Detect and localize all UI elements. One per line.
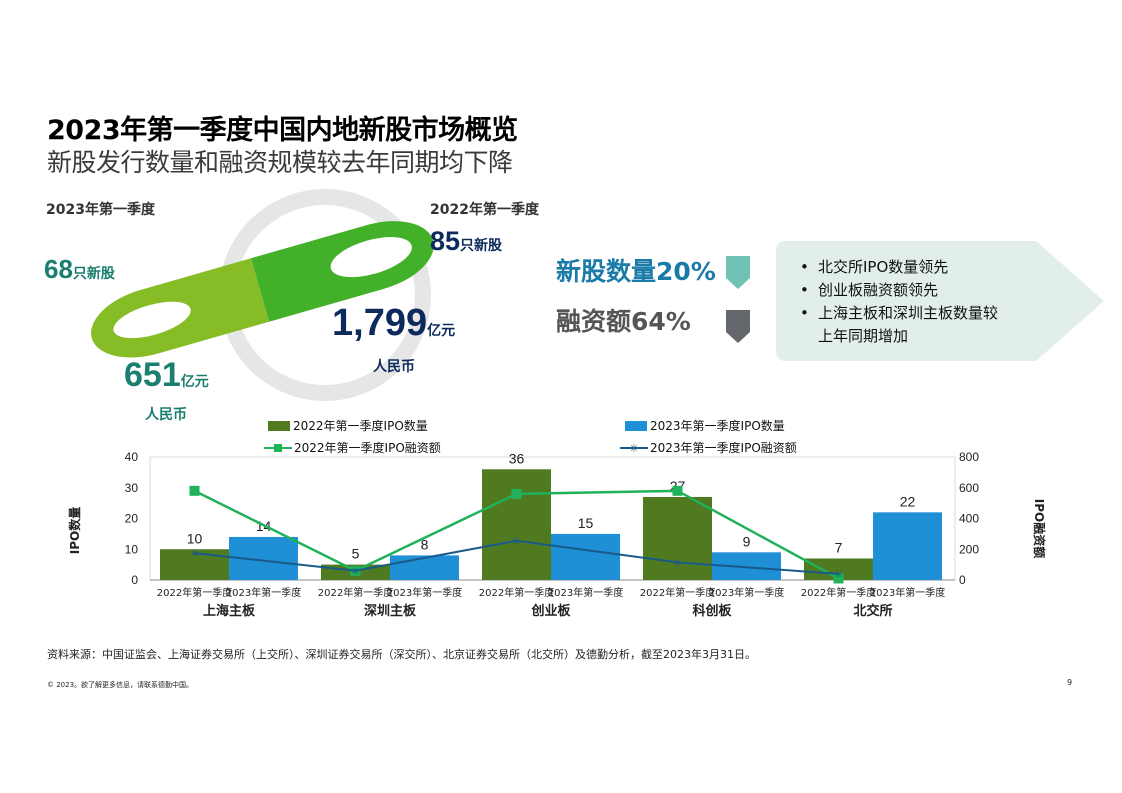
bar [160,549,229,580]
x-category-label: 深圳主板 [364,603,417,619]
line-point-star: ✳ [190,547,199,560]
y-tick-label: 20 [125,512,139,526]
bar-value-label: 10 [187,530,203,546]
x-sublabel: 2023年第一季度 [870,586,945,599]
legend-line-star-icon: ✳ [620,443,648,453]
source-note: 资料来源：中国证监会、上海证券交易所（上交所）、深圳证券交易所（深交所）、北京证… [47,648,756,661]
line-point-square [833,573,844,584]
bar-value-label: 22 [900,493,916,509]
line-point-star: ✳ [673,556,682,569]
highlight-item: 北交所IPO数量领先 [800,256,998,279]
x-sublabel: 2023年第一季度 [548,586,623,599]
ipo-pill-illustration [91,189,434,401]
bar-value-label: 15 [578,515,594,531]
q2022-label: 2022年第一季度 [430,202,539,218]
amount-2023-currency: 人民币 [145,407,187,423]
amount-2023-value: 651 [124,356,181,394]
x-sublabel: 2022年第一季度 [318,586,393,599]
highlight-item: 创业板融资额领先 [800,279,998,302]
bar-value-label: 9 [743,533,751,549]
count-2023-value: 68 [44,254,73,284]
y2-tick-label: 200 [959,542,979,556]
x-sublabel: 2023年第一季度 [387,586,462,599]
highlight-item: 上海主板和深圳主板数量较上年同期增加 [800,302,998,348]
pill-right-hole [330,237,412,278]
x-category-label: 科创板 [692,603,732,619]
amount-2023-block: 651亿元 [124,356,209,395]
bar-value-label: 36 [509,450,525,466]
bar [482,469,551,580]
amount-2022-block: 1,799亿元 [332,302,455,345]
page-title: 2023年第一季度中国内地新股市场概览 [47,115,518,146]
x-sublabel: 2023年第一季度 [709,586,784,599]
bar-value-label: 8 [421,536,429,552]
y-tick-label: 40 [125,450,139,464]
count-2022-unit: 只新股 [460,238,503,254]
count-2023-block: 68只新股 [44,254,115,285]
count-2022-block: 85只新股 [430,226,502,257]
series-line [194,539,839,575]
x-category-label: 创业板 [530,603,571,619]
y2-tick-label: 600 [959,481,979,495]
legend-swatch [268,420,290,431]
page-subtitle: 新股发行数量和融资规模较去年同期均下降 [47,148,513,177]
page-number: 9 [1067,678,1073,687]
x-sublabel: 2022年第一季度 [157,586,232,599]
x-sublabel: 2022年第一季度 [801,586,876,599]
count-2022-value: 85 [430,226,461,256]
amount-2022-value: 1,799 [332,302,428,344]
highlights-list: 北交所IPO数量领先 创业板融资额领先 上海主板和深圳主板数量较上年同期增加 [800,256,998,348]
down-arrow-grey-icon [726,310,750,343]
y-tick-label: 10 [125,542,139,556]
bar [804,558,873,580]
svg-text:✳: ✳ [629,443,638,453]
bar [643,496,712,580]
amount-change: 融资额64% [556,307,691,336]
y2-tick-label: 0 [959,573,966,587]
line-point-star: ✳ [351,565,360,578]
line-point-square [511,488,522,499]
bar [390,555,459,580]
bar [551,533,620,580]
y-tick-label: 30 [125,481,139,495]
legend-swatch [625,420,647,431]
amount-2022-unit: 亿元 [427,323,456,339]
y2-tick-label: 400 [959,512,979,526]
x-sublabel: 2022年第一季度 [479,586,554,599]
down-arrow-teal-icon [726,256,750,289]
bar-value-label: 7 [835,539,843,555]
bar-value-label: 5 [352,546,360,562]
x-category-label: 北交所 [853,603,892,619]
legend-2023-amount: ✳ 2023年第一季度IPO融资额 [620,439,797,456]
ipo-combo-chart: 0102030400200400600800102022年第一季度52022年第… [125,450,980,619]
amount-2023-unit: 亿元 [180,374,209,390]
y2-tick-label: 800 [959,450,979,464]
legend-2023-count: 2023年第一季度IPO数量 [625,417,785,434]
x-sublabel: 2022年第一季度 [640,586,715,599]
line-point-star: ✳ [834,568,843,581]
legend-2022-amount: 2022年第一季度IPO融资额 [264,439,441,456]
x-category-label: 上海主板 [203,603,256,619]
y-tick-label: 0 [131,573,138,587]
copyright-note: © 2023。欲了解更多信息，请联系德勤中国。 [47,681,194,689]
ipo-count-change: 新股数量20% [556,257,716,286]
x-sublabel: 2023年第一季度 [226,586,301,599]
q2023-label: 2023年第一季度 [46,202,155,218]
legend-line-square-icon [264,443,292,452]
line-point-star: ✳ [512,535,521,548]
pill-left-hole [113,301,191,339]
line-point-square [672,485,683,496]
bar [873,512,942,580]
count-2023-unit: 只新股 [72,266,115,282]
legend-2022-count: 2022年第一季度IPO数量 [268,417,428,434]
amount-2022-currency: 人民币 [373,359,415,375]
line-point-square [189,485,200,496]
